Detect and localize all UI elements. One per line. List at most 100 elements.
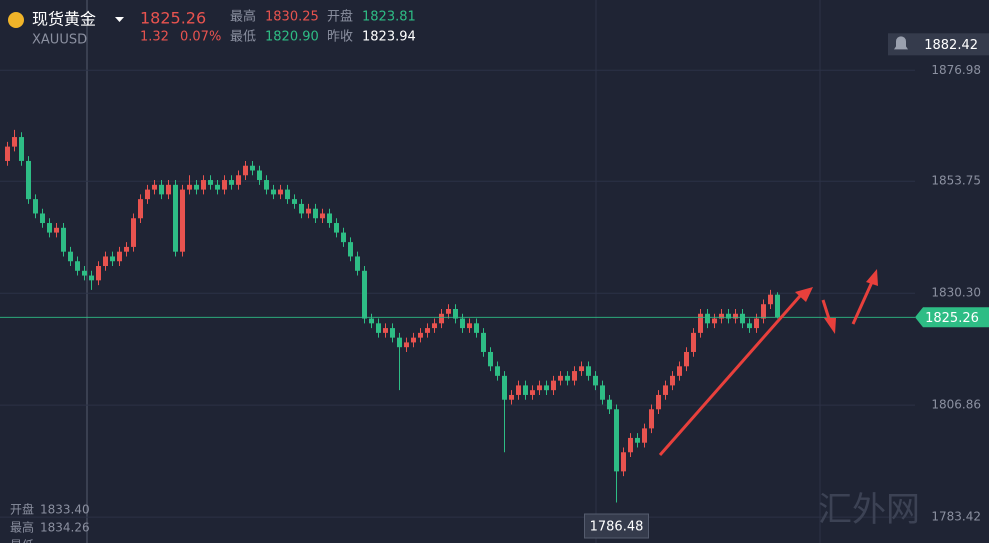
bell-icon <box>894 36 908 50</box>
candle-body <box>453 308 458 319</box>
y-tick-label: 1853.75 <box>931 174 981 188</box>
candle-body <box>173 184 178 252</box>
plot: 1876.98 1853.75 1830.30 1806.86 1783.42 1825.… <box>0 33 989 539</box>
candle-body <box>320 213 325 219</box>
price: 1825.26 <box>140 9 206 28</box>
candle-body <box>236 175 241 185</box>
last-price-tag <box>915 307 989 328</box>
candle-body <box>243 165 248 176</box>
annotation-arrows <box>658 269 878 456</box>
candle-body <box>250 165 255 171</box>
y-tick-label: 1783.42 <box>931 510 981 524</box>
candle-body <box>747 323 752 329</box>
candle-body <box>761 304 766 319</box>
candle-body <box>502 375 507 400</box>
candle-body <box>628 437 633 453</box>
candle-body <box>551 380 556 391</box>
candle-body <box>229 180 234 185</box>
candle-body <box>117 251 122 262</box>
label: 最低 <box>230 30 256 45</box>
crosshair-info: 开盘 1833.40 最高 1834.26 最低 <box>10 502 90 543</box>
candle-body <box>432 323 437 329</box>
candle-body <box>425 328 430 333</box>
candle-body <box>593 375 598 386</box>
candle-body <box>474 323 479 333</box>
candle-body <box>642 428 647 443</box>
candle-body <box>5 146 10 161</box>
candle-body <box>61 227 66 252</box>
candle-body <box>684 351 689 367</box>
candle-body <box>215 184 220 190</box>
candle-body <box>649 409 654 429</box>
change: 1.32 <box>140 30 169 45</box>
candle-body <box>187 184 192 190</box>
candle-body <box>467 323 472 329</box>
candle-body <box>397 337 402 348</box>
candle-body <box>572 371 577 381</box>
watermark: 汇外网 <box>818 490 920 530</box>
value: 1820.90 <box>265 30 319 45</box>
candle-body <box>530 390 535 395</box>
candle-body <box>159 184 164 195</box>
candle-body <box>131 218 136 247</box>
candle-body <box>327 213 332 224</box>
candle-body <box>614 409 619 472</box>
candle-body <box>768 294 773 305</box>
alert-tag[interactable] <box>888 33 989 56</box>
candle-body <box>376 323 381 333</box>
header: 现货黄金 1825.26 最高 1830.25 开盘 1823.81 XAUUS… <box>8 9 416 48</box>
candle-body <box>138 199 143 219</box>
candle-body <box>124 246 129 252</box>
candle-body <box>404 342 409 348</box>
change-pct: 0.07% <box>180 30 221 45</box>
candle-body <box>446 308 451 314</box>
candle-body <box>362 270 367 319</box>
value: 1823.94 <box>362 30 416 45</box>
candle-body <box>740 313 745 324</box>
dropdown[interactable] <box>115 17 124 22</box>
candle-body <box>670 375 675 386</box>
crosshair-label: 1786.48 <box>590 520 644 535</box>
candle-body <box>558 375 563 381</box>
candle-body <box>89 275 94 281</box>
grid-vertical <box>86 0 821 543</box>
candle-body <box>110 256 115 262</box>
candle-body <box>264 180 269 190</box>
label: 最高 <box>10 520 34 535</box>
candle-body <box>754 318 759 329</box>
candle-body <box>635 437 640 443</box>
candle-body <box>565 375 570 381</box>
candle-body <box>691 332 696 352</box>
label: 最高 <box>230 9 256 25</box>
candle-body <box>257 170 262 181</box>
candle-body <box>656 394 661 410</box>
candle-body <box>313 208 318 219</box>
last-price-label: 1825.26 <box>925 311 979 326</box>
candle-body <box>537 385 542 391</box>
candle-body <box>586 366 591 376</box>
candle-body <box>418 332 423 338</box>
symbol: XAUUSD <box>32 33 87 48</box>
candle-body <box>369 318 374 324</box>
candle-body <box>733 313 738 319</box>
candle-body <box>33 199 38 214</box>
candle-body <box>495 366 500 376</box>
candle-body <box>75 261 80 271</box>
alert-price-label: 1882.42 <box>924 38 978 53</box>
candle-body <box>47 223 52 233</box>
candle-body <box>152 184 157 190</box>
candle-body <box>201 180 206 190</box>
candle-body <box>208 180 213 185</box>
candle-body <box>579 366 584 372</box>
candle-body <box>600 385 605 400</box>
gold-icon <box>8 12 24 28</box>
label: 最低 <box>10 539 34 543</box>
label: 开盘 <box>10 502 34 517</box>
candle-body <box>292 199 297 204</box>
y-tick-label: 1876.98 <box>931 63 981 77</box>
candle-body <box>719 313 724 319</box>
label: 昨收 <box>327 30 353 45</box>
candle-body <box>278 189 283 195</box>
instrument-name: 现货黄金 <box>32 10 96 29</box>
